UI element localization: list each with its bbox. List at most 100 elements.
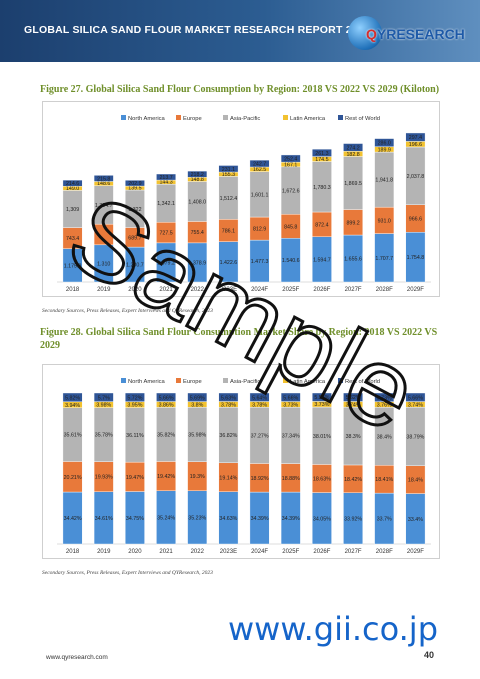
legend-label: North America: [128, 379, 166, 385]
bar-segment: [312, 392, 332, 402]
data-label: 3.86%: [159, 402, 174, 408]
data-label: 3.8%: [191, 402, 203, 408]
legend-swatch: [283, 378, 288, 383]
bar-segment: [93, 175, 114, 182]
data-label: 35.24%: [157, 515, 175, 521]
data-label: 19.42%: [157, 474, 175, 480]
data-label: 144.3: [159, 180, 172, 186]
data-label: 5.62%: [346, 395, 361, 401]
legend-swatch: [223, 115, 228, 120]
legend-swatch: [223, 378, 228, 383]
bar-segment: [249, 392, 270, 402]
data-label: 37.34%: [282, 433, 300, 439]
x-tick-label: 2027F: [345, 549, 362, 555]
data-label: 189.9: [378, 147, 391, 153]
data-label: 727.5: [159, 231, 172, 237]
data-label: 3.95%: [127, 403, 142, 409]
data-label: 155.3: [222, 172, 235, 178]
data-label: 3.76%: [377, 402, 392, 408]
data-label: 213.7: [159, 175, 172, 181]
data-label: 755.4: [191, 230, 204, 236]
legend-label: Europe: [183, 116, 202, 122]
data-label: 35.23%: [188, 515, 206, 521]
data-label: 162.5: [253, 167, 266, 173]
data-label: 214.6: [66, 181, 79, 187]
data-label: 18.88%: [282, 476, 300, 482]
data-label: 35.98%: [188, 432, 206, 438]
data-label: 252.4: [284, 157, 297, 163]
data-label: 20.21%: [64, 475, 82, 481]
data-label: 19.3%: [190, 474, 205, 480]
data-label: 5.63%: [221, 395, 236, 401]
data-label: 5.73%: [377, 395, 392, 401]
bar-segment: [93, 223, 114, 246]
legend-swatch: [121, 115, 126, 120]
data-label: 3.94%: [65, 403, 80, 409]
data-label: 286.0: [378, 141, 391, 147]
data-label: 38.3%: [346, 434, 361, 440]
chart-2-frame: North America Europe Asia-Pacific Latin Ame…: [42, 364, 440, 559]
data-label: 167.1: [284, 162, 297, 168]
x-tick-label: 2026F: [313, 549, 330, 555]
data-label: 5.58%: [314, 395, 329, 401]
data-label: 1.477.3: [251, 259, 269, 265]
bar-segment: [156, 392, 176, 402]
legend-label: Latin America: [290, 116, 326, 122]
bar-segment: [125, 392, 145, 402]
data-label: 1.310: [97, 261, 110, 267]
data-label: 274.2: [346, 145, 359, 151]
data-label: 1,322: [128, 207, 141, 213]
data-label: 1.754.8: [407, 255, 425, 261]
qyresearch-logo: QYRESEARCH: [348, 14, 465, 54]
data-label: 1.379.2: [157, 260, 175, 266]
data-label: 3.73%: [283, 402, 298, 408]
x-tick-label: 2018: [66, 549, 80, 555]
data-label: 872.4: [315, 222, 328, 228]
data-label: 1,512.4: [220, 196, 238, 202]
data-label: 1,309: [66, 207, 79, 213]
x-tick-label: 2029F: [407, 549, 424, 555]
x-tick-label: 2022: [191, 287, 205, 293]
data-label: 174.5: [315, 157, 328, 163]
data-label: 1.175.8: [64, 263, 82, 269]
data-label: 18.4%: [408, 478, 423, 484]
data-label: 36.82%: [219, 433, 237, 439]
data-label: 5.66%: [408, 395, 423, 401]
data-label: 34.05%: [313, 516, 331, 522]
data-label: 33.92%: [344, 516, 362, 522]
data-label: 3.78%: [252, 402, 267, 408]
data-label: 34.42%: [64, 516, 82, 522]
logo-q: Q: [366, 26, 377, 42]
data-label: 34.39%: [251, 516, 269, 522]
legend-label: Europe: [183, 379, 202, 385]
x-tick-label: 2018: [66, 287, 80, 293]
data-label: 3.74%: [408, 402, 423, 408]
bar-segment: [312, 148, 332, 157]
legend-label: North America: [128, 116, 166, 122]
data-label: 786.1: [222, 228, 235, 234]
data-label: 19.93%: [95, 475, 113, 481]
report-header: GLOBAL SILICA SAND FLOUR MARKET RESEARCH…: [0, 0, 480, 62]
data-label: 33.7%: [377, 517, 392, 523]
bar-segment: [405, 132, 426, 142]
bar-segment: [343, 392, 363, 402]
consumption-chart: North America Europe Asia-Pacific Latin Ame…: [57, 115, 431, 293]
chart-1-frame: North America Europe Asia-Pacific Latin Ame…: [42, 101, 440, 297]
figure-28-title-line2: 2029: [40, 340, 60, 351]
data-label: 149.0: [66, 186, 79, 192]
legend-label: Rest of World: [345, 379, 380, 385]
data-label: 231.1: [222, 167, 235, 173]
bar-segment: [343, 143, 363, 152]
data-label: 19.47%: [126, 475, 144, 481]
legend-swatch: [176, 115, 181, 120]
x-tick-label: 2019: [97, 287, 111, 293]
data-label: 5.64%: [252, 395, 267, 401]
data-label: 182.8: [346, 152, 359, 158]
legend-swatch: [121, 378, 126, 383]
data-label: 202.9: [128, 181, 141, 187]
data-label: 5.82%: [65, 395, 80, 401]
data-label: 148.8: [191, 177, 204, 183]
data-label: 845.8: [284, 224, 297, 230]
gii-watermark: www.gii.co.jp: [228, 610, 438, 648]
data-label: 1,342.1: [157, 201, 175, 207]
